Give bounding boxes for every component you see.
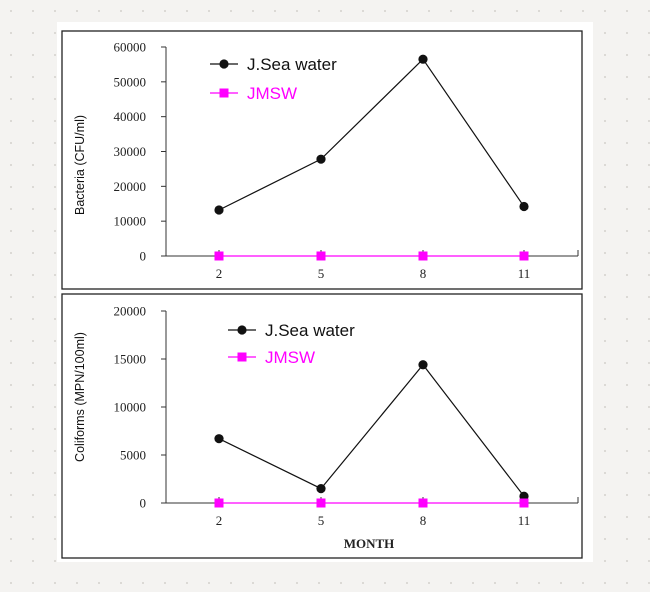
data-point-jmsw (316, 251, 326, 261)
data-point-jsea-water (316, 484, 326, 494)
y-tick-label: 50000 (114, 74, 147, 89)
data-point-jmsw (316, 498, 326, 508)
data-point-jsea-water (214, 205, 224, 215)
y-tick-label: 20000 (114, 304, 147, 319)
y-tick-label: 0 (140, 496, 147, 511)
x-tick-label: 2 (216, 513, 223, 528)
x-tick-label: 11 (518, 513, 531, 528)
coliforms-chart: 0 5000 10000 15000 20000 2 5 8 11 Coliforms (MPN/… (61, 293, 583, 559)
x-tick-label: 5 (318, 513, 325, 528)
series-line-jsea-water (218, 363, 525, 497)
legend-label: JMSW (247, 84, 297, 103)
panel-frame (61, 30, 583, 290)
y-axis-label: Coliforms (MPN/100ml) (73, 332, 87, 462)
y-tick-label: 60000 (114, 40, 147, 55)
legend-marker-square (219, 88, 229, 98)
y-tick-label: 0 (140, 249, 147, 264)
data-point-jmsw (418, 251, 428, 261)
figure-background (57, 22, 593, 562)
panel-frame (61, 293, 583, 559)
legend-label: JMSW (265, 348, 315, 367)
data-point-jmsw (418, 498, 428, 508)
y-tick-label: 15000 (114, 352, 147, 367)
y-tick-label: 20000 (114, 179, 147, 194)
y-tick-label: 10000 (114, 214, 147, 229)
x-tick-label: 8 (420, 513, 427, 528)
data-point-jsea-water (418, 360, 428, 370)
data-point-jsea-water (316, 154, 326, 164)
y-tick-label: 10000 (114, 400, 147, 415)
legend-marker-square (237, 352, 247, 362)
data-point-jsea-water (519, 201, 529, 212)
legend-marker-circle (219, 59, 229, 69)
x-tick-label: 2 (216, 266, 223, 281)
data-point-jsea-water (418, 54, 428, 64)
x-tick-label: 5 (318, 266, 325, 281)
legend-label: J.Sea water (265, 321, 355, 340)
x-tick-label: 11 (518, 266, 531, 281)
y-tick-label: 40000 (114, 109, 147, 124)
series-line-jsea-water (218, 58, 525, 211)
y-axis-label: Bacteria (CFU/ml) (73, 115, 87, 215)
x-axis-label: MONTH (344, 536, 395, 551)
data-point-jmsw (214, 498, 224, 508)
data-point-jmsw (519, 498, 529, 508)
legend-label: J.Sea water (247, 55, 337, 74)
y-tick-label: 30000 (114, 144, 147, 159)
data-point-jmsw (519, 251, 529, 261)
y-tick-label: 5000 (120, 448, 146, 463)
legend-marker-circle (237, 325, 247, 335)
data-point-jsea-water (214, 434, 224, 444)
x-tick-label: 8 (420, 266, 427, 281)
data-point-jmsw (214, 251, 224, 261)
bacteria-chart: 0 10000 20000 30000 40000 50000 60000 2 5 8 11 Bact… (61, 30, 583, 290)
